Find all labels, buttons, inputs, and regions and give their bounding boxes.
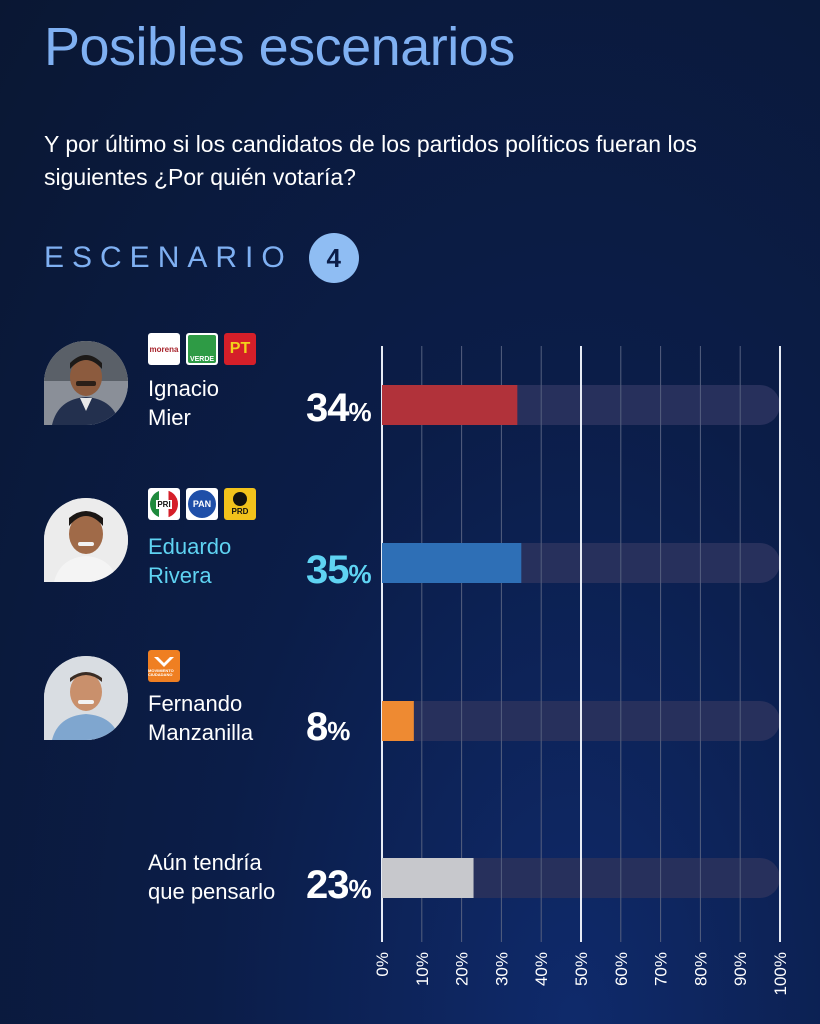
- person-photo-icon: [44, 341, 128, 425]
- avatar-ignacio-mier: [44, 341, 128, 425]
- x-tick-label: 60%: [612, 952, 631, 986]
- survey-question: Y por último si los candidatos de los pa…: [44, 131, 697, 190]
- morena-logo-icon: morena: [148, 333, 180, 365]
- avatar-eduardo-rivera: [44, 498, 128, 582]
- bar: [382, 858, 474, 898]
- percentage-undecided: 23%: [306, 863, 372, 907]
- x-tick-label: 40%: [532, 952, 551, 986]
- candidate-name-eduardo-rivera: Eduardo Rivera: [148, 534, 232, 588]
- avatar-fernando-manzanilla: [44, 656, 128, 740]
- x-tick-label: 70%: [652, 952, 671, 986]
- page-title: Posibles escenarios: [44, 17, 515, 77]
- pan-logo-icon: PAN: [186, 488, 218, 520]
- bar: [382, 385, 518, 425]
- prd-logo-icon: PRD: [224, 488, 256, 520]
- candidate-name-undecided: Aún tendría que pensarlo: [148, 850, 276, 904]
- party-logos-ignacio-mier: morena VERDE PT: [148, 333, 256, 365]
- candidate-name-ignacio-mier: Ignacio Mier: [148, 376, 219, 430]
- x-tick-label: 100%: [771, 952, 790, 995]
- bar: [382, 543, 522, 583]
- eagle-icon: [154, 657, 174, 667]
- x-tick-label: 20%: [453, 952, 472, 986]
- verde-logo-icon: VERDE: [186, 333, 218, 365]
- x-tick-label: 80%: [691, 952, 710, 986]
- person-photo-icon: [44, 498, 128, 582]
- bar: [382, 701, 414, 741]
- pt-logo-icon: PT: [224, 333, 256, 365]
- candidate-name-fernando-manzanilla: Fernando Manzanilla: [148, 691, 254, 745]
- scenario-label: ESCENARIO: [44, 241, 293, 274]
- percentage-fernando-manzanilla: 8%: [306, 705, 350, 749]
- percentage-eduardo-rivera: 35%: [306, 548, 372, 592]
- party-logos-eduardo-rivera: PRI PAN PRD: [148, 488, 256, 520]
- x-tick-label: 90%: [731, 952, 750, 986]
- movimiento-ciudadano-logo-icon: MOVIMIENTO CIUDADANO: [148, 650, 180, 682]
- x-tick-label: 30%: [492, 952, 511, 986]
- x-tick-label: 50%: [572, 952, 591, 986]
- x-tick-label: 10%: [413, 952, 432, 986]
- scenario-number-badge: 4: [308, 233, 359, 283]
- scenario-header: ESCENARIO 4: [44, 233, 359, 283]
- person-photo-icon: [44, 656, 128, 740]
- x-tick-label: 0%: [373, 952, 392, 977]
- pri-logo-icon: PRI: [148, 488, 180, 520]
- percentage-ignacio-mier: 34%: [306, 386, 372, 430]
- party-logos-fernando-manzanilla: MOVIMIENTO CIUDADANO: [148, 650, 180, 682]
